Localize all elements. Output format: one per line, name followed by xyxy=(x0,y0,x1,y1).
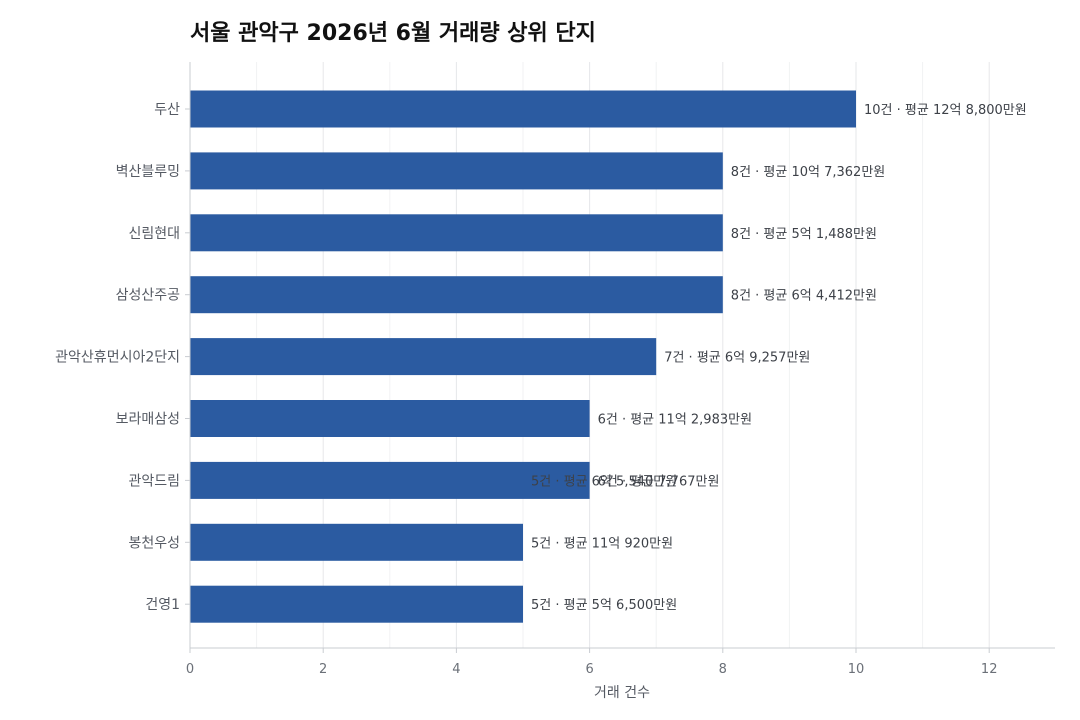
data-label: 7건 · 평균 6억 9,257만원 xyxy=(664,351,810,366)
x-axis-label: 거래 건수 xyxy=(594,685,650,701)
x-tick-label: 0 xyxy=(186,662,194,677)
x-tick-label: 12 xyxy=(981,662,998,677)
bar xyxy=(190,214,723,252)
data-label: 6건 · 평균 11억 2,983만원 xyxy=(598,413,752,428)
x-tick-label: 6 xyxy=(585,662,593,677)
x-tick-label: 4 xyxy=(452,662,460,677)
chart-title: 서울 관악구 2026년 6월 거래량 상위 단지 xyxy=(190,21,596,46)
category-label: 건영1 xyxy=(145,597,180,613)
category-label: 신림현대 xyxy=(128,226,180,242)
data-label: 8건 · 평균 6억 4,412만원 xyxy=(731,289,877,304)
category-label: 보라매삼성 xyxy=(116,412,180,428)
category-label: 관악드림 xyxy=(128,473,180,489)
bar xyxy=(190,276,723,314)
category-label: 두산 xyxy=(154,102,180,118)
bar xyxy=(190,90,856,128)
bar-layer xyxy=(190,90,856,623)
category-label: 벽산블루밍 xyxy=(116,164,180,180)
data-label: 8건 · 평균 5억 1,488만원 xyxy=(731,227,877,242)
x-tick-label: 8 xyxy=(719,662,727,677)
x-tick-label: 2 xyxy=(319,662,327,677)
x-tick-label: 10 xyxy=(848,662,865,677)
data-label: 5건 · 평균 11억 920만원 xyxy=(531,536,673,551)
bar xyxy=(190,461,590,499)
data-label-overlap: 5건 · 평균 6억 5,540만원 xyxy=(531,474,677,489)
bar xyxy=(190,523,523,561)
category-label: 관악산휴먼시아2단지 xyxy=(55,350,180,366)
category-label: 봉천우성 xyxy=(128,535,180,551)
bar xyxy=(190,400,590,437)
data-label: 8건 · 평균 10억 7,362만원 xyxy=(731,165,885,180)
data-label: 6건 · 평균 7,767만원 xyxy=(598,474,720,489)
axis-layer: 0 2 4 6 8 10 12 xyxy=(185,62,1055,677)
data-label: 10건 · 평균 12억 8,800만원 xyxy=(864,103,1027,118)
category-label: 삼성산주공 xyxy=(116,288,181,304)
bar xyxy=(190,338,657,376)
bar xyxy=(190,152,723,190)
bar xyxy=(190,585,523,623)
data-label: 5건 · 평균 5억 6,500만원 xyxy=(531,598,677,613)
